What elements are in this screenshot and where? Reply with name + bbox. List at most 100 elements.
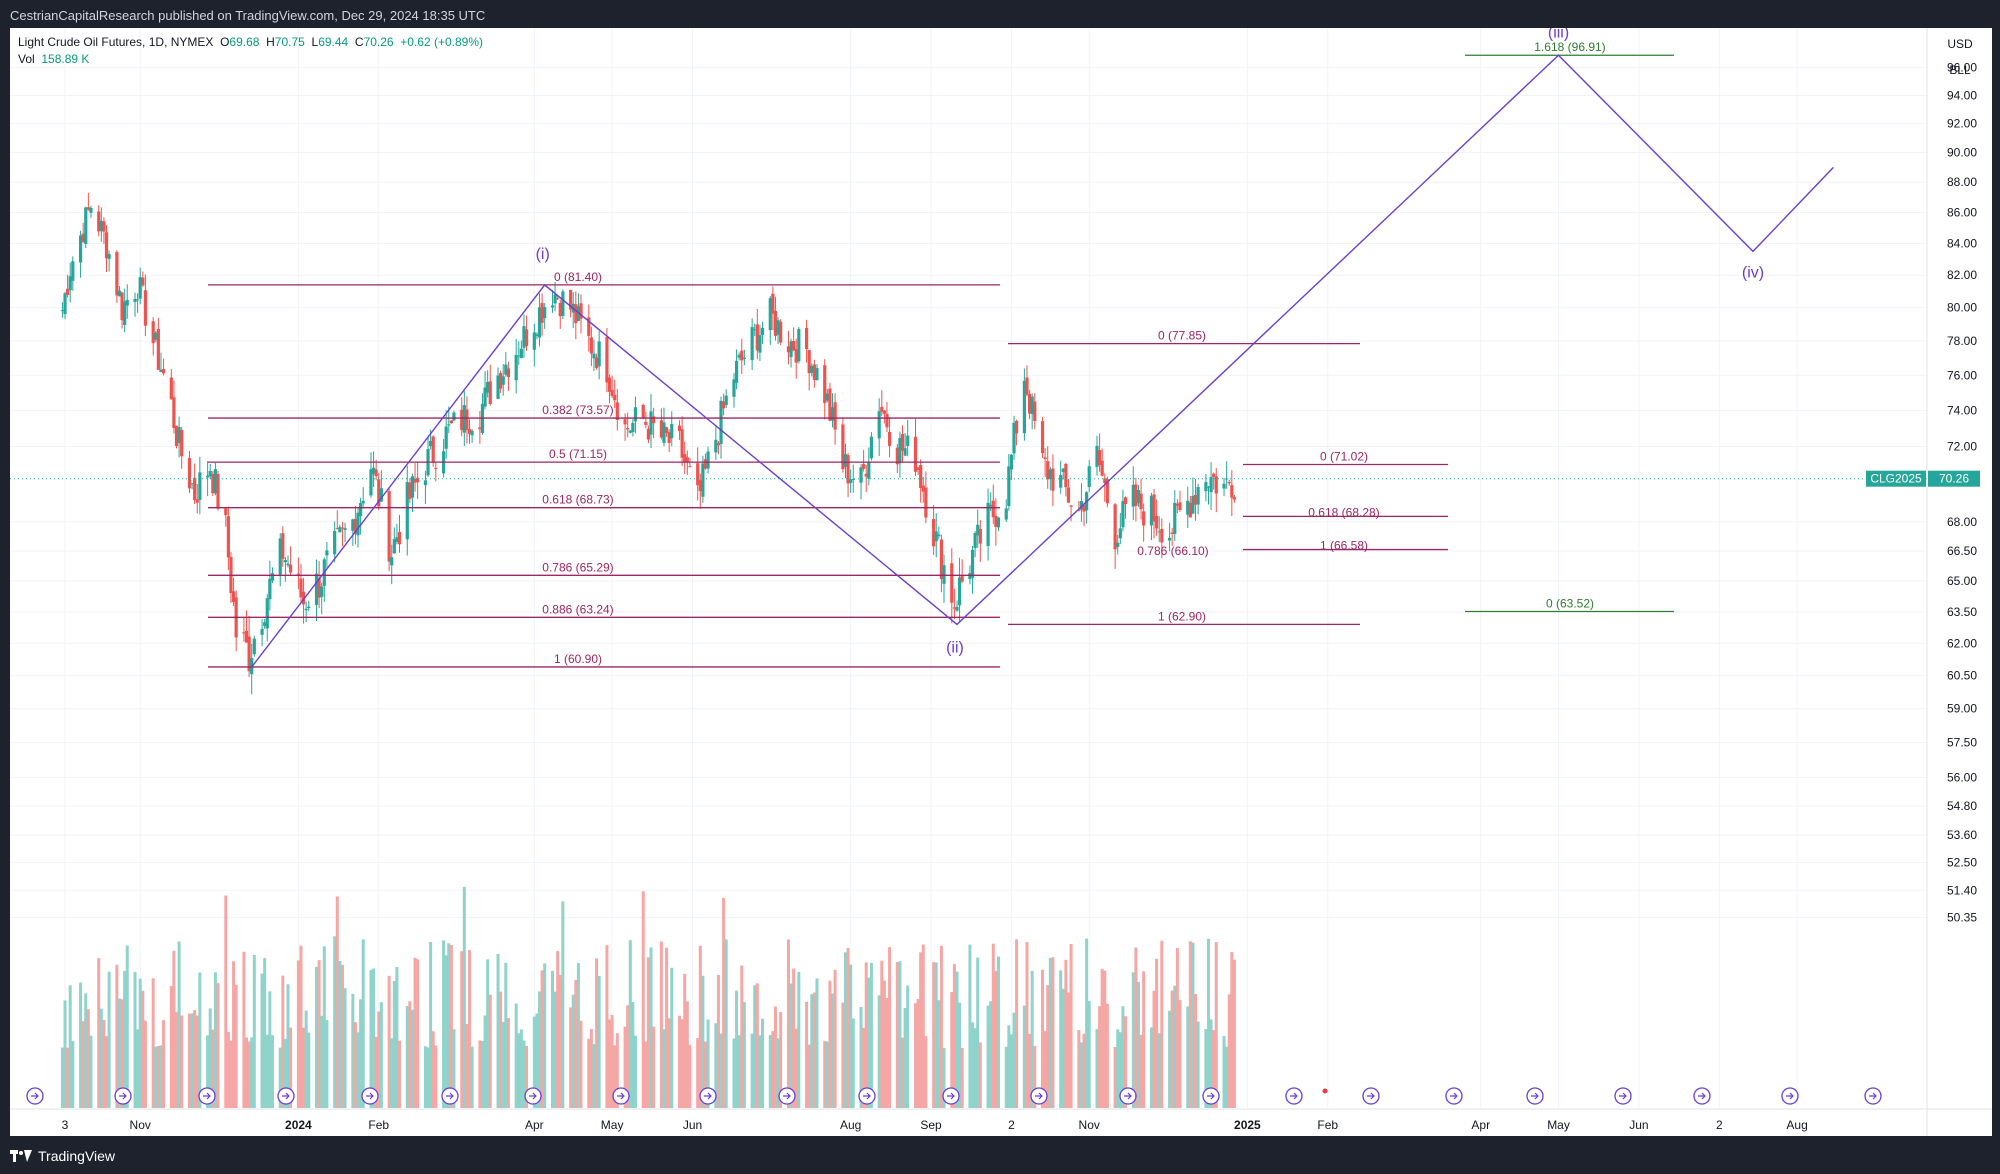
volume-bar — [768, 1035, 772, 1108]
volume-bar — [322, 946, 326, 1108]
candle-body — [898, 438, 902, 464]
candle-body — [1139, 493, 1143, 510]
volume-bar — [125, 945, 129, 1108]
candle-body — [556, 298, 560, 300]
candle-body — [989, 504, 993, 507]
volume-bar — [143, 1020, 147, 1108]
candle-body — [125, 300, 129, 306]
price-chart[interactable]: 0 (81.40) 0.382 (73.57) 0.5 (71.15) 0.618 (… — [10, 28, 1992, 1136]
volume-bar — [1051, 957, 1055, 1108]
candle-body — [932, 519, 936, 547]
ticker-badge-text: CLG2025 — [1870, 472, 1922, 486]
candle-body — [846, 455, 850, 484]
event-arrow-icon — [783, 1092, 791, 1100]
volume-bar — [1085, 938, 1089, 1108]
volume-bar — [1178, 1000, 1182, 1108]
price-tick-label: 68.00 — [1947, 515, 1977, 529]
candle-body — [198, 472, 202, 500]
wave-label: (i) — [536, 246, 550, 263]
volume-bar — [1069, 944, 1073, 1108]
tradingview-brand[interactable]: TradingView — [10, 1148, 115, 1164]
candle-body — [662, 422, 666, 443]
volume-bar — [107, 971, 111, 1108]
candle-body — [1069, 505, 1073, 507]
volume-bar — [846, 947, 850, 1108]
volume-bar — [825, 1041, 829, 1108]
candle-body — [849, 479, 853, 483]
volume-bar — [483, 1015, 487, 1108]
fib-level-label: 1 (62.90) — [1158, 609, 1206, 623]
volume-bar — [224, 895, 228, 1108]
volume-bar — [823, 1041, 827, 1108]
candle-body — [374, 469, 378, 477]
volume-bar — [1022, 1005, 1026, 1108]
candle-body — [392, 539, 396, 554]
volume-bar — [1077, 1030, 1081, 1108]
price-tick-label: 80.00 — [1947, 301, 1977, 315]
candle-body — [792, 341, 796, 351]
volume-bar — [869, 962, 873, 1108]
volume-bar — [989, 1001, 993, 1108]
candle-body — [1100, 460, 1104, 476]
volume-bar — [1095, 1029, 1099, 1108]
candle-body — [467, 428, 472, 434]
volume-bar — [750, 1033, 754, 1108]
wave-label: (iv) — [1742, 264, 1764, 281]
fib-level-label: 0.618 (68.28) — [1308, 505, 1379, 519]
volume-bar — [374, 1036, 378, 1108]
wave-path — [251, 54, 1834, 668]
volume-bar — [960, 1047, 964, 1108]
volume-bar — [877, 995, 881, 1108]
candle-body — [569, 289, 573, 310]
volume-bar — [633, 1035, 637, 1108]
volume-bar — [377, 1011, 381, 1108]
volume-bar — [1136, 981, 1140, 1108]
volume-bar — [335, 896, 339, 1108]
time-tick-label: 3 — [62, 1118, 69, 1132]
volume-bar — [413, 957, 417, 1108]
fib-level-label: 0.382 (73.57) — [542, 403, 613, 417]
candle-body — [550, 305, 555, 308]
chart-panel[interactable]: 0 (81.40) 0.382 (73.57) 0.5 (71.15) 0.618 (… — [10, 28, 1992, 1136]
candle-body — [410, 476, 415, 498]
candle-body — [206, 475, 210, 478]
candle-body — [1175, 503, 1179, 506]
close-label: C — [354, 35, 364, 49]
volume-bar — [626, 1005, 630, 1108]
volume-bar — [898, 961, 902, 1108]
symbol-title[interactable]: Light Crude Oil Futures, 1D, NYMEX — [18, 35, 214, 49]
event-arrow-icon — [947, 1092, 955, 1100]
wave-label: (iii) — [1548, 28, 1569, 41]
volume-bar — [66, 1047, 70, 1108]
volume-bar — [880, 960, 884, 1108]
volume-bar — [302, 1027, 306, 1108]
tradingview-logo-icon — [10, 1150, 32, 1162]
volume-bar — [307, 1032, 311, 1108]
wave-label: (ii) — [946, 639, 964, 656]
candle-body — [390, 557, 394, 566]
volume-bar — [501, 1021, 505, 1108]
volume-bar — [592, 1044, 596, 1108]
candle-body — [478, 427, 482, 430]
volume-bar — [703, 1041, 707, 1108]
volume-bar — [442, 940, 446, 1108]
candle-body — [641, 404, 645, 419]
price-tick-label: 82.00 — [1947, 268, 1977, 282]
volume-bar — [610, 1014, 614, 1108]
volume-bar — [320, 1015, 324, 1108]
volume-bar — [587, 1038, 591, 1108]
candle-body — [268, 578, 272, 600]
candle-body — [1204, 482, 1208, 492]
volume-bar — [1225, 1046, 1229, 1108]
volume-bar — [919, 952, 923, 1108]
volume-bar — [159, 1045, 163, 1108]
chart-legend: Light Crude Oil Futures, 1D, NYMEX O69.6… — [18, 34, 483, 68]
volume-bar — [68, 985, 72, 1108]
candle-body — [885, 413, 889, 428]
candle-body — [698, 479, 702, 492]
volume-bar — [444, 955, 448, 1108]
time-tick-label: Jun — [683, 1118, 702, 1132]
volume-bar — [652, 1026, 656, 1108]
candle-body — [628, 430, 632, 433]
candle-body — [299, 578, 303, 598]
